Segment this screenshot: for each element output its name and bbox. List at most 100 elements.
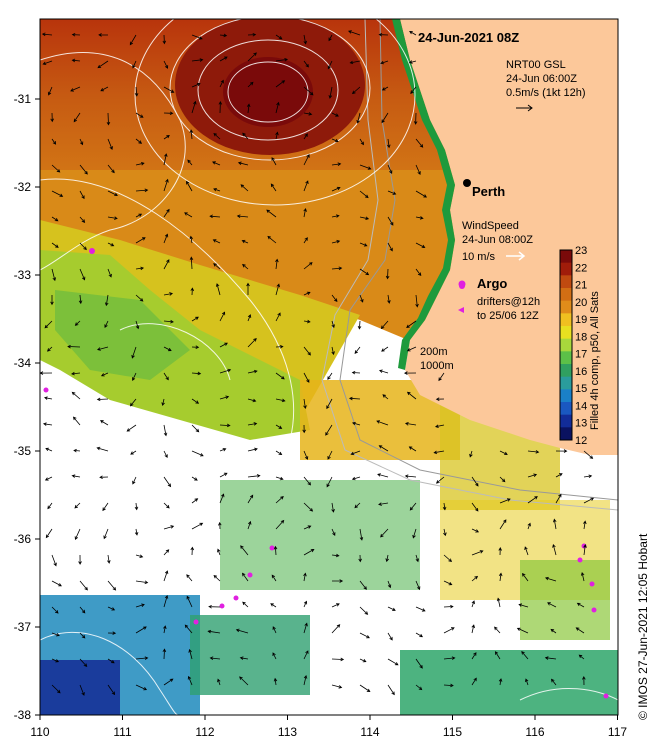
current-arrow [104,320,109,328]
current-arrow [552,544,557,556]
current-arrow [134,528,139,536]
current-arrow [135,554,144,558]
y-axis: -31 -32 -33 -34 -35 -36 -37 -38 [14,92,40,722]
current-arrow [191,498,199,504]
current-arrow [331,502,335,513]
y-tick-label: -33 [14,268,32,282]
current-arrow [132,60,137,69]
current-arrow [42,422,53,426]
colorbar-swatch [560,389,572,403]
current-arrow [331,553,340,558]
current-arrow [163,549,170,556]
ssh-contours [40,19,618,715]
current-arrow [434,424,445,428]
current-arrow [527,522,531,530]
current-arrow [387,606,396,611]
current-arrow [499,450,508,455]
current-arrow [163,233,169,244]
current-arrow [544,656,557,660]
current-arrow [187,675,193,686]
current-arrow [79,242,87,251]
current-arrow [134,502,139,511]
current-arrow [359,658,367,663]
current-arrow [381,112,389,124]
wind-legend-arrow [506,251,526,261]
current-arrow [242,132,249,140]
current-arrow [275,519,285,530]
current-arrow [163,525,175,530]
sst-sparse-speckle [40,380,618,715]
current-arrow [74,528,81,540]
argo-label: Argo [477,276,507,291]
current-arrow [380,320,389,330]
current-arrow [303,291,311,296]
current-arrow [51,164,61,173]
current-arrow [303,525,312,530]
current-arrow [186,180,193,192]
isobath-label-200m: 200m [420,346,448,358]
current-arrow [96,446,109,452]
map-field [40,19,618,715]
current-arrow [348,396,361,401]
current-arrow [217,548,221,556]
credit-text: © IMOS 27-Jun-2021 12:05 Hobart [636,533,650,720]
current-arrow [303,34,307,45]
current-arrow [247,338,257,348]
current-arrow [51,632,60,637]
current-arrows [40,30,595,696]
current-arrow [544,576,557,582]
colorbar-tick-label: 22 [575,262,587,274]
current-arrow [443,580,453,586]
current-arrow [163,208,170,218]
colorbar-tick-label: 14 [575,400,587,412]
current-arrow [349,60,361,65]
current-arrow [387,658,399,666]
current-arrow [415,294,419,308]
current-arrow [219,423,231,428]
current-arrow [79,658,88,668]
current-arrow [73,112,81,123]
current-arrow [415,268,422,277]
drifter-legend-line2: to 25/06 12Z [477,310,539,322]
current-arrow [583,520,587,530]
current-arrow [191,450,204,457]
current-arrow [191,371,202,376]
current-arrow [45,447,53,452]
current-arrow [79,606,86,614]
current-arrow [332,579,344,583]
current-arrow [331,346,335,356]
current-arrow [163,259,170,270]
current-arrow [275,424,283,429]
current-arrow [191,34,203,40]
current-arrow [410,86,417,94]
current-arrow [247,520,252,530]
colorbar-swatch [560,376,572,390]
current-arrow [303,622,308,634]
current-arrow [135,656,149,660]
map-frame [39,18,619,716]
current-arrow [247,422,258,426]
current-arrow [135,237,146,244]
current-arrow [303,207,307,218]
current-arrow [471,600,475,608]
current-arrow [387,190,397,195]
current-arrow [219,395,230,400]
current-arrow [327,60,333,70]
current-arrow [471,502,479,512]
current-arrow [331,266,343,271]
current-arrow [190,287,195,296]
current-arrow [163,678,174,686]
current-arrow [163,135,170,140]
x-axis: 110 111 112 113 114 115 116 117 [30,715,627,739]
colorbar-swatch [560,288,572,302]
current-arrow [498,547,502,556]
current-arrow [186,595,193,608]
current-arrow [184,212,193,218]
current-arrow [387,138,391,149]
current-arrow [70,86,81,92]
current-arrow [387,684,395,696]
current-arrow [79,138,84,146]
current-arrow [415,580,421,591]
current-arrow [443,528,447,537]
sst-colorbar: 23 22 21 20 19 18 17 16 15 14 13 12 [559,245,587,447]
